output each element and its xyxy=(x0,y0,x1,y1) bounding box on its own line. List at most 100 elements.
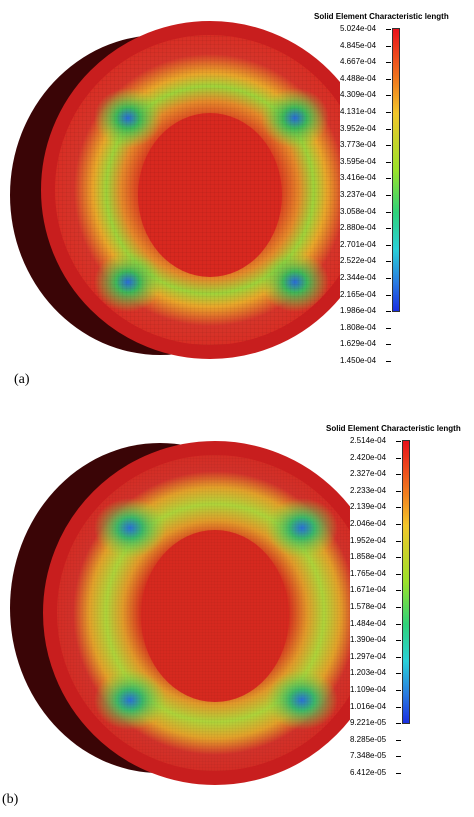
legend-row: 2.139e-04 xyxy=(350,502,465,523)
legend-tick xyxy=(386,178,391,180)
legend-value: 4.845e-04 xyxy=(340,40,377,50)
legend-tick xyxy=(396,557,401,559)
legend-row: 3.058e-04 xyxy=(340,207,455,228)
colorbar xyxy=(392,28,400,312)
legend-value: 2.165e-04 xyxy=(340,289,377,299)
legend-value: 1.203e-04 xyxy=(350,668,387,678)
legend-value: 1.808e-04 xyxy=(340,322,377,332)
legend-tick xyxy=(386,62,391,64)
legend-tick xyxy=(386,311,391,313)
legend-tick xyxy=(396,590,401,592)
legend-row: 9.221e-05 xyxy=(350,718,465,739)
legend-value: 1.858e-04 xyxy=(350,552,387,562)
legend-title: Solid Element Characteristic length xyxy=(314,12,449,21)
legend-row: 6.412e-05 xyxy=(350,768,465,789)
legend-row: 1.016e-04 xyxy=(350,702,465,723)
legend-value: 2.514e-04 xyxy=(350,436,387,445)
legend-tick xyxy=(396,706,401,708)
legend-row: 1.390e-04 xyxy=(350,635,465,656)
legend-values: 5.024e-04 4.845e-04 4.667e-04 4.488e-04 4.30… xyxy=(340,24,455,376)
legend-row: 1.484e-04 xyxy=(350,619,465,640)
legend-tick xyxy=(386,111,391,113)
legend-value: 4.131e-04 xyxy=(340,106,377,116)
legend-value: 1.484e-04 xyxy=(350,618,387,628)
legend-row: 3.773e-04 xyxy=(340,140,455,161)
legend-value: 1.297e-04 xyxy=(350,651,387,661)
legend-row: 4.667e-04 xyxy=(340,57,455,78)
legend-tick xyxy=(386,228,391,230)
legend-tick xyxy=(396,673,401,675)
legend-value: 1.765e-04 xyxy=(350,568,387,578)
legend-row: 4.131e-04 xyxy=(340,107,455,128)
legend-row: 1.765e-04 xyxy=(350,569,465,590)
legend-tick xyxy=(396,772,401,774)
legend-tick xyxy=(396,441,401,442)
legend-tick xyxy=(396,474,401,476)
legend-row: 1.671e-04 xyxy=(350,585,465,606)
legend-tick xyxy=(396,689,401,691)
legend-value: 9.221e-05 xyxy=(350,718,387,728)
legend-row: 1.808e-04 xyxy=(340,323,455,344)
legend-row: 2.344e-04 xyxy=(340,273,455,294)
legend-row: 4.309e-04 xyxy=(340,90,455,111)
legend-tick xyxy=(386,327,391,329)
mesh-overlay xyxy=(50,448,350,778)
legend-value: 2.344e-04 xyxy=(340,272,377,282)
legend-tick xyxy=(396,490,401,492)
legend-value: 4.488e-04 xyxy=(340,73,377,83)
legend-tick xyxy=(386,128,391,130)
legend-tick xyxy=(396,573,401,575)
panel-a: Solid Element Characteristic length 5.02… xyxy=(0,0,474,400)
legend-row: 2.233e-04 xyxy=(350,486,465,507)
legend-value: 1.450e-04 xyxy=(340,355,377,365)
legend-row: 7.348e-05 xyxy=(350,751,465,772)
legend-tick xyxy=(396,723,401,725)
legend-value: 2.233e-04 xyxy=(350,485,387,495)
legend-row: 1.297e-04 xyxy=(350,652,465,673)
legend-tick xyxy=(386,294,391,296)
legend: 5.024e-04 4.845e-04 4.667e-04 4.488e-04 4.30… xyxy=(340,24,455,376)
legend-tick xyxy=(386,244,391,246)
legend-value: 1.390e-04 xyxy=(350,635,387,645)
legend-tick xyxy=(386,261,391,263)
legend-row: 3.595e-04 xyxy=(340,157,455,178)
legend-tick xyxy=(396,523,401,525)
legend-row: 2.880e-04 xyxy=(340,223,455,244)
legend-row: 2.165e-04 xyxy=(340,290,455,311)
cylinder-model xyxy=(10,21,340,359)
legend-value: 2.880e-04 xyxy=(340,223,377,233)
legend-tick xyxy=(386,211,391,213)
legend-tick xyxy=(386,161,391,163)
legend-tick xyxy=(386,194,391,196)
legend-value: 2.139e-04 xyxy=(350,502,387,512)
legend-value: 1.952e-04 xyxy=(350,535,387,545)
legend-row: 1.203e-04 xyxy=(350,668,465,689)
legend-tick xyxy=(386,145,391,147)
outer-rim xyxy=(41,21,340,359)
legend-value: 8.285e-05 xyxy=(350,734,387,744)
legend-value: 7.348e-05 xyxy=(350,751,387,761)
legend-value: 2.420e-04 xyxy=(350,452,387,462)
legend-tick xyxy=(386,78,391,80)
legend-value: 3.416e-04 xyxy=(340,173,377,183)
legend-value: 3.773e-04 xyxy=(340,140,377,150)
legend-value: 3.058e-04 xyxy=(340,206,377,216)
legend: 2.514e-04 2.420e-04 2.327e-04 2.233e-04 2.13… xyxy=(350,436,465,789)
legend-value: 4.667e-04 xyxy=(340,57,377,67)
legend-tick xyxy=(386,277,391,279)
legend-tick xyxy=(396,656,401,658)
legend-row: 4.488e-04 xyxy=(340,74,455,95)
legend-value: 3.237e-04 xyxy=(340,189,377,199)
legend-tick xyxy=(386,344,391,346)
colorbar xyxy=(402,440,410,724)
legend-row: 1.629e-04 xyxy=(340,339,455,360)
legend-row: 1.578e-04 xyxy=(350,602,465,623)
legend-tick xyxy=(396,606,401,608)
legend-value: 5.024e-04 xyxy=(340,24,377,33)
legend-value: 3.595e-04 xyxy=(340,156,377,166)
legend-row: 2.046e-04 xyxy=(350,519,465,540)
legend-tick xyxy=(396,640,401,642)
legend-row: 2.701e-04 xyxy=(340,240,455,261)
legend-row: 4.845e-04 xyxy=(340,41,455,62)
legend-row: 3.952e-04 xyxy=(340,124,455,145)
